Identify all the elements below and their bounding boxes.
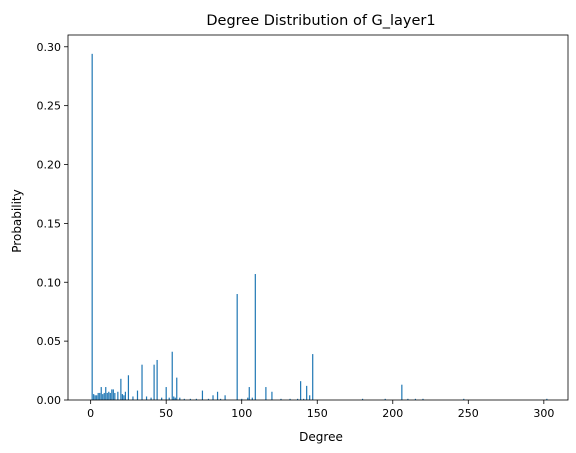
x-tick-label: 300 bbox=[533, 407, 554, 420]
bar bbox=[96, 395, 98, 400]
bar bbox=[102, 394, 104, 400]
bar bbox=[97, 392, 99, 400]
y-tick-label: 0.10 bbox=[37, 276, 62, 289]
bar bbox=[109, 392, 111, 400]
x-axis-label: Degree bbox=[299, 430, 343, 444]
bar bbox=[179, 397, 181, 400]
bar bbox=[224, 395, 226, 400]
bar bbox=[300, 381, 302, 400]
bar bbox=[145, 396, 148, 400]
bar bbox=[361, 398, 364, 400]
y-tick-label: 0.15 bbox=[37, 217, 62, 230]
bar bbox=[114, 392, 116, 400]
bar bbox=[189, 398, 191, 400]
y-axis-label: Probability bbox=[10, 189, 24, 252]
bar bbox=[195, 398, 197, 400]
bar bbox=[212, 395, 214, 400]
bar bbox=[150, 397, 152, 400]
bar bbox=[165, 387, 167, 400]
y-tick-label: 0.00 bbox=[37, 394, 62, 407]
bar bbox=[248, 387, 250, 400]
bar bbox=[176, 377, 178, 400]
bar bbox=[241, 398, 243, 400]
bar bbox=[306, 385, 308, 400]
bar bbox=[123, 395, 125, 400]
bar bbox=[289, 398, 291, 400]
x-tick-label: 200 bbox=[382, 407, 403, 420]
bar bbox=[271, 391, 273, 400]
bar bbox=[201, 390, 204, 400]
bar bbox=[183, 398, 185, 400]
bar bbox=[124, 391, 126, 400]
bar bbox=[251, 397, 253, 400]
bar bbox=[94, 395, 96, 400]
bar bbox=[219, 398, 222, 400]
bar bbox=[280, 398, 282, 400]
bar bbox=[93, 394, 95, 400]
bar bbox=[168, 397, 170, 400]
bar bbox=[117, 391, 119, 400]
chart-title: Degree Distribution of G_layer1 bbox=[206, 13, 435, 29]
bar bbox=[297, 398, 299, 400]
x-tick-label: 50 bbox=[159, 407, 173, 420]
x-tick-label: 100 bbox=[231, 407, 252, 420]
bar bbox=[108, 391, 110, 400]
bar bbox=[174, 397, 176, 400]
axes-group: 0 50 100 150 200 250 300 0.00 0.05 0.10 0.15 0.20 0.… bbox=[37, 34, 569, 420]
bar bbox=[247, 397, 249, 400]
x-tick-label: 150 bbox=[307, 407, 328, 420]
bar bbox=[422, 398, 424, 400]
bar bbox=[111, 389, 113, 400]
bar bbox=[384, 398, 386, 400]
bar bbox=[309, 395, 311, 400]
bar bbox=[207, 398, 210, 400]
x-tick-label: 250 bbox=[458, 407, 479, 420]
bar bbox=[407, 398, 409, 400]
bar bbox=[312, 354, 314, 400]
x-tick-label: 0 bbox=[87, 407, 94, 420]
bars-group bbox=[91, 53, 548, 401]
bar bbox=[121, 394, 123, 400]
bar bbox=[91, 53, 93, 401]
bar bbox=[546, 398, 548, 400]
bar bbox=[141, 364, 143, 400]
bar bbox=[100, 387, 102, 400]
bar bbox=[112, 389, 114, 400]
bar bbox=[156, 359, 158, 400]
bar bbox=[153, 364, 155, 400]
bar bbox=[161, 397, 163, 400]
bar bbox=[136, 390, 139, 400]
y-tick-label: 0.20 bbox=[37, 159, 62, 172]
bar bbox=[103, 392, 105, 400]
bar bbox=[265, 387, 267, 400]
y-tick-label: 0.30 bbox=[37, 41, 62, 54]
bar bbox=[132, 396, 134, 400]
bar bbox=[254, 274, 256, 400]
bar bbox=[120, 378, 122, 400]
bar bbox=[171, 351, 173, 400]
bar bbox=[463, 398, 465, 400]
bar bbox=[236, 294, 238, 400]
bar bbox=[173, 396, 175, 400]
plot-frame bbox=[67, 34, 569, 401]
bar bbox=[127, 375, 130, 400]
bar bbox=[414, 398, 417, 400]
bar bbox=[303, 398, 305, 400]
bar bbox=[401, 384, 403, 400]
bar bbox=[99, 392, 101, 400]
bar bbox=[105, 387, 107, 400]
y-tick-label: 0.05 bbox=[37, 335, 62, 348]
y-tick-label: 0.25 bbox=[37, 100, 62, 113]
bar bbox=[216, 391, 219, 400]
bar bbox=[106, 392, 108, 400]
